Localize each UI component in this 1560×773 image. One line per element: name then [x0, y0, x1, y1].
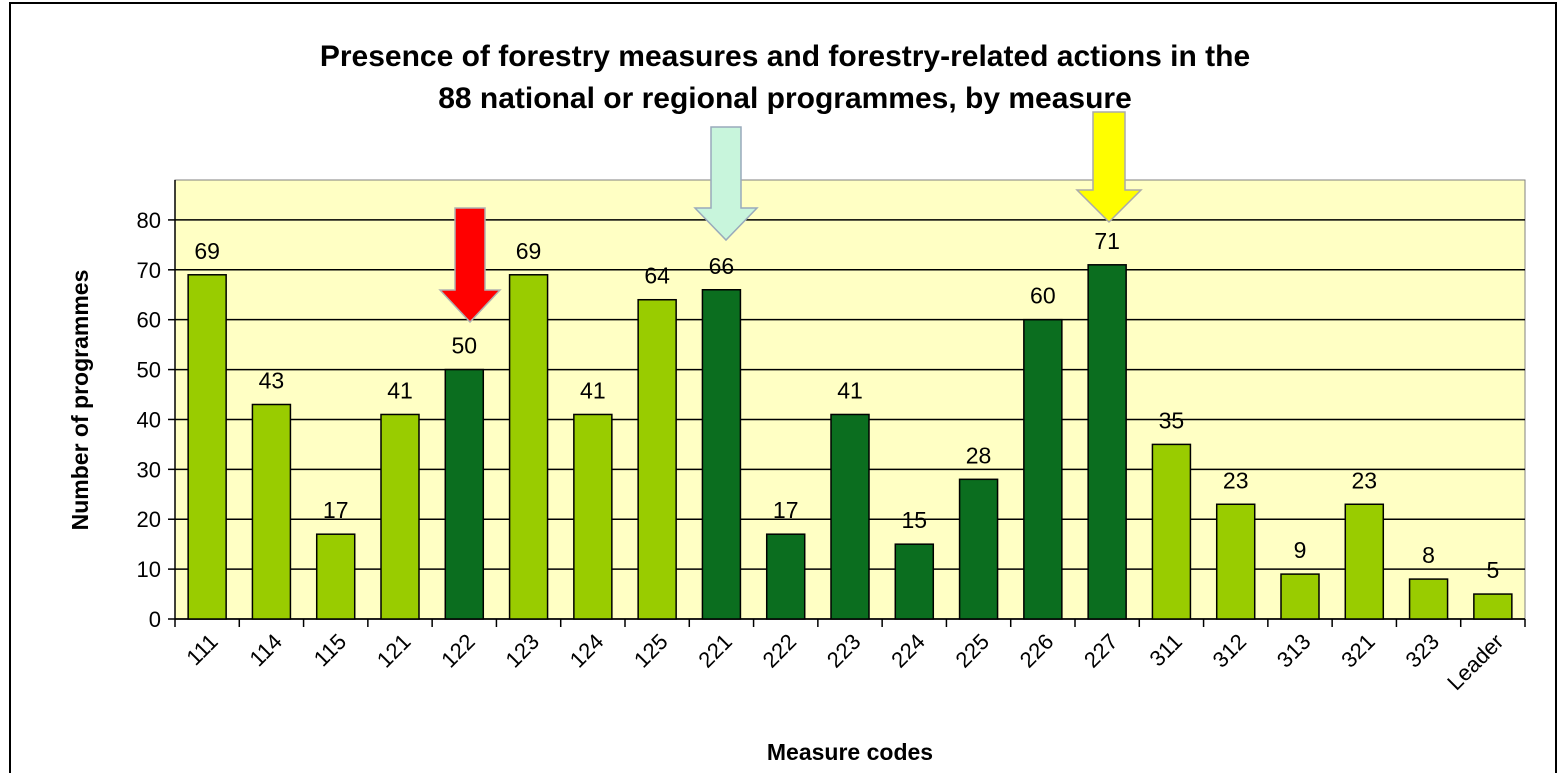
value-label: 41 — [580, 377, 606, 403]
bar — [1087, 264, 1127, 620]
bar — [444, 368, 485, 620]
bar — [701, 289, 742, 620]
value-label: 69 — [516, 238, 542, 264]
bar — [1344, 503, 1385, 620]
value-label: 35 — [1159, 407, 1185, 433]
value-label: 71 — [1094, 228, 1120, 254]
bar — [380, 413, 420, 620]
bar — [1473, 593, 1513, 620]
bar — [1215, 503, 1256, 620]
bar — [573, 413, 613, 620]
value-label: 69 — [194, 238, 220, 264]
y-tick-label: 30 — [137, 457, 161, 482]
value-label: 23 — [1223, 467, 1249, 493]
value-label: 41 — [387, 377, 413, 403]
bar — [1151, 443, 1192, 620]
value-label: 50 — [451, 333, 477, 359]
y-tick-label: 20 — [137, 507, 161, 532]
bar — [637, 298, 677, 620]
value-label: 28 — [966, 442, 992, 468]
chart-title: 88 national or regional programmes, by m… — [438, 82, 1132, 115]
value-label: 8 — [1422, 542, 1435, 568]
value-label: 5 — [1486, 557, 1499, 583]
y-tick-label: 0 — [149, 607, 161, 632]
bar — [251, 403, 292, 620]
chart-title: Presence of forestry measures and forest… — [320, 40, 1250, 73]
arrow-red — [438, 207, 502, 324]
y-tick-label: 60 — [137, 308, 161, 333]
value-label: 60 — [1030, 283, 1056, 309]
arrow-yellow — [1075, 111, 1143, 224]
value-label: 66 — [709, 253, 735, 279]
value-label: 17 — [323, 497, 349, 523]
bar — [958, 478, 999, 620]
arrow-cyan — [693, 126, 759, 242]
y-tick-label: 70 — [137, 258, 161, 283]
value-label: 23 — [1351, 467, 1377, 493]
bar — [1408, 578, 1449, 620]
bar — [830, 413, 870, 620]
plot-layer: 0102030405060708011169114431151712141122… — [137, 179, 1526, 695]
bar — [894, 543, 935, 620]
y-tick-label: 40 — [137, 407, 161, 432]
value-label: 15 — [901, 507, 927, 533]
arrows — [438, 111, 1143, 324]
y-tick-label: 80 — [137, 208, 161, 233]
value-label: 64 — [644, 263, 670, 289]
y-tick-label: 10 — [137, 557, 161, 582]
bar — [765, 533, 806, 620]
value-label: 17 — [773, 497, 799, 523]
bar — [1023, 318, 1063, 620]
value-label: 9 — [1294, 537, 1307, 563]
x-axis-label: Measure codes — [767, 739, 933, 765]
bar — [315, 533, 356, 620]
value-label: 43 — [259, 367, 285, 393]
y-axis-label: Number of programmes — [67, 270, 93, 531]
value-label: 41 — [837, 377, 863, 403]
y-tick-label: 50 — [137, 358, 161, 383]
bar — [187, 274, 227, 620]
bar — [1280, 573, 1320, 620]
bar — [508, 274, 549, 620]
